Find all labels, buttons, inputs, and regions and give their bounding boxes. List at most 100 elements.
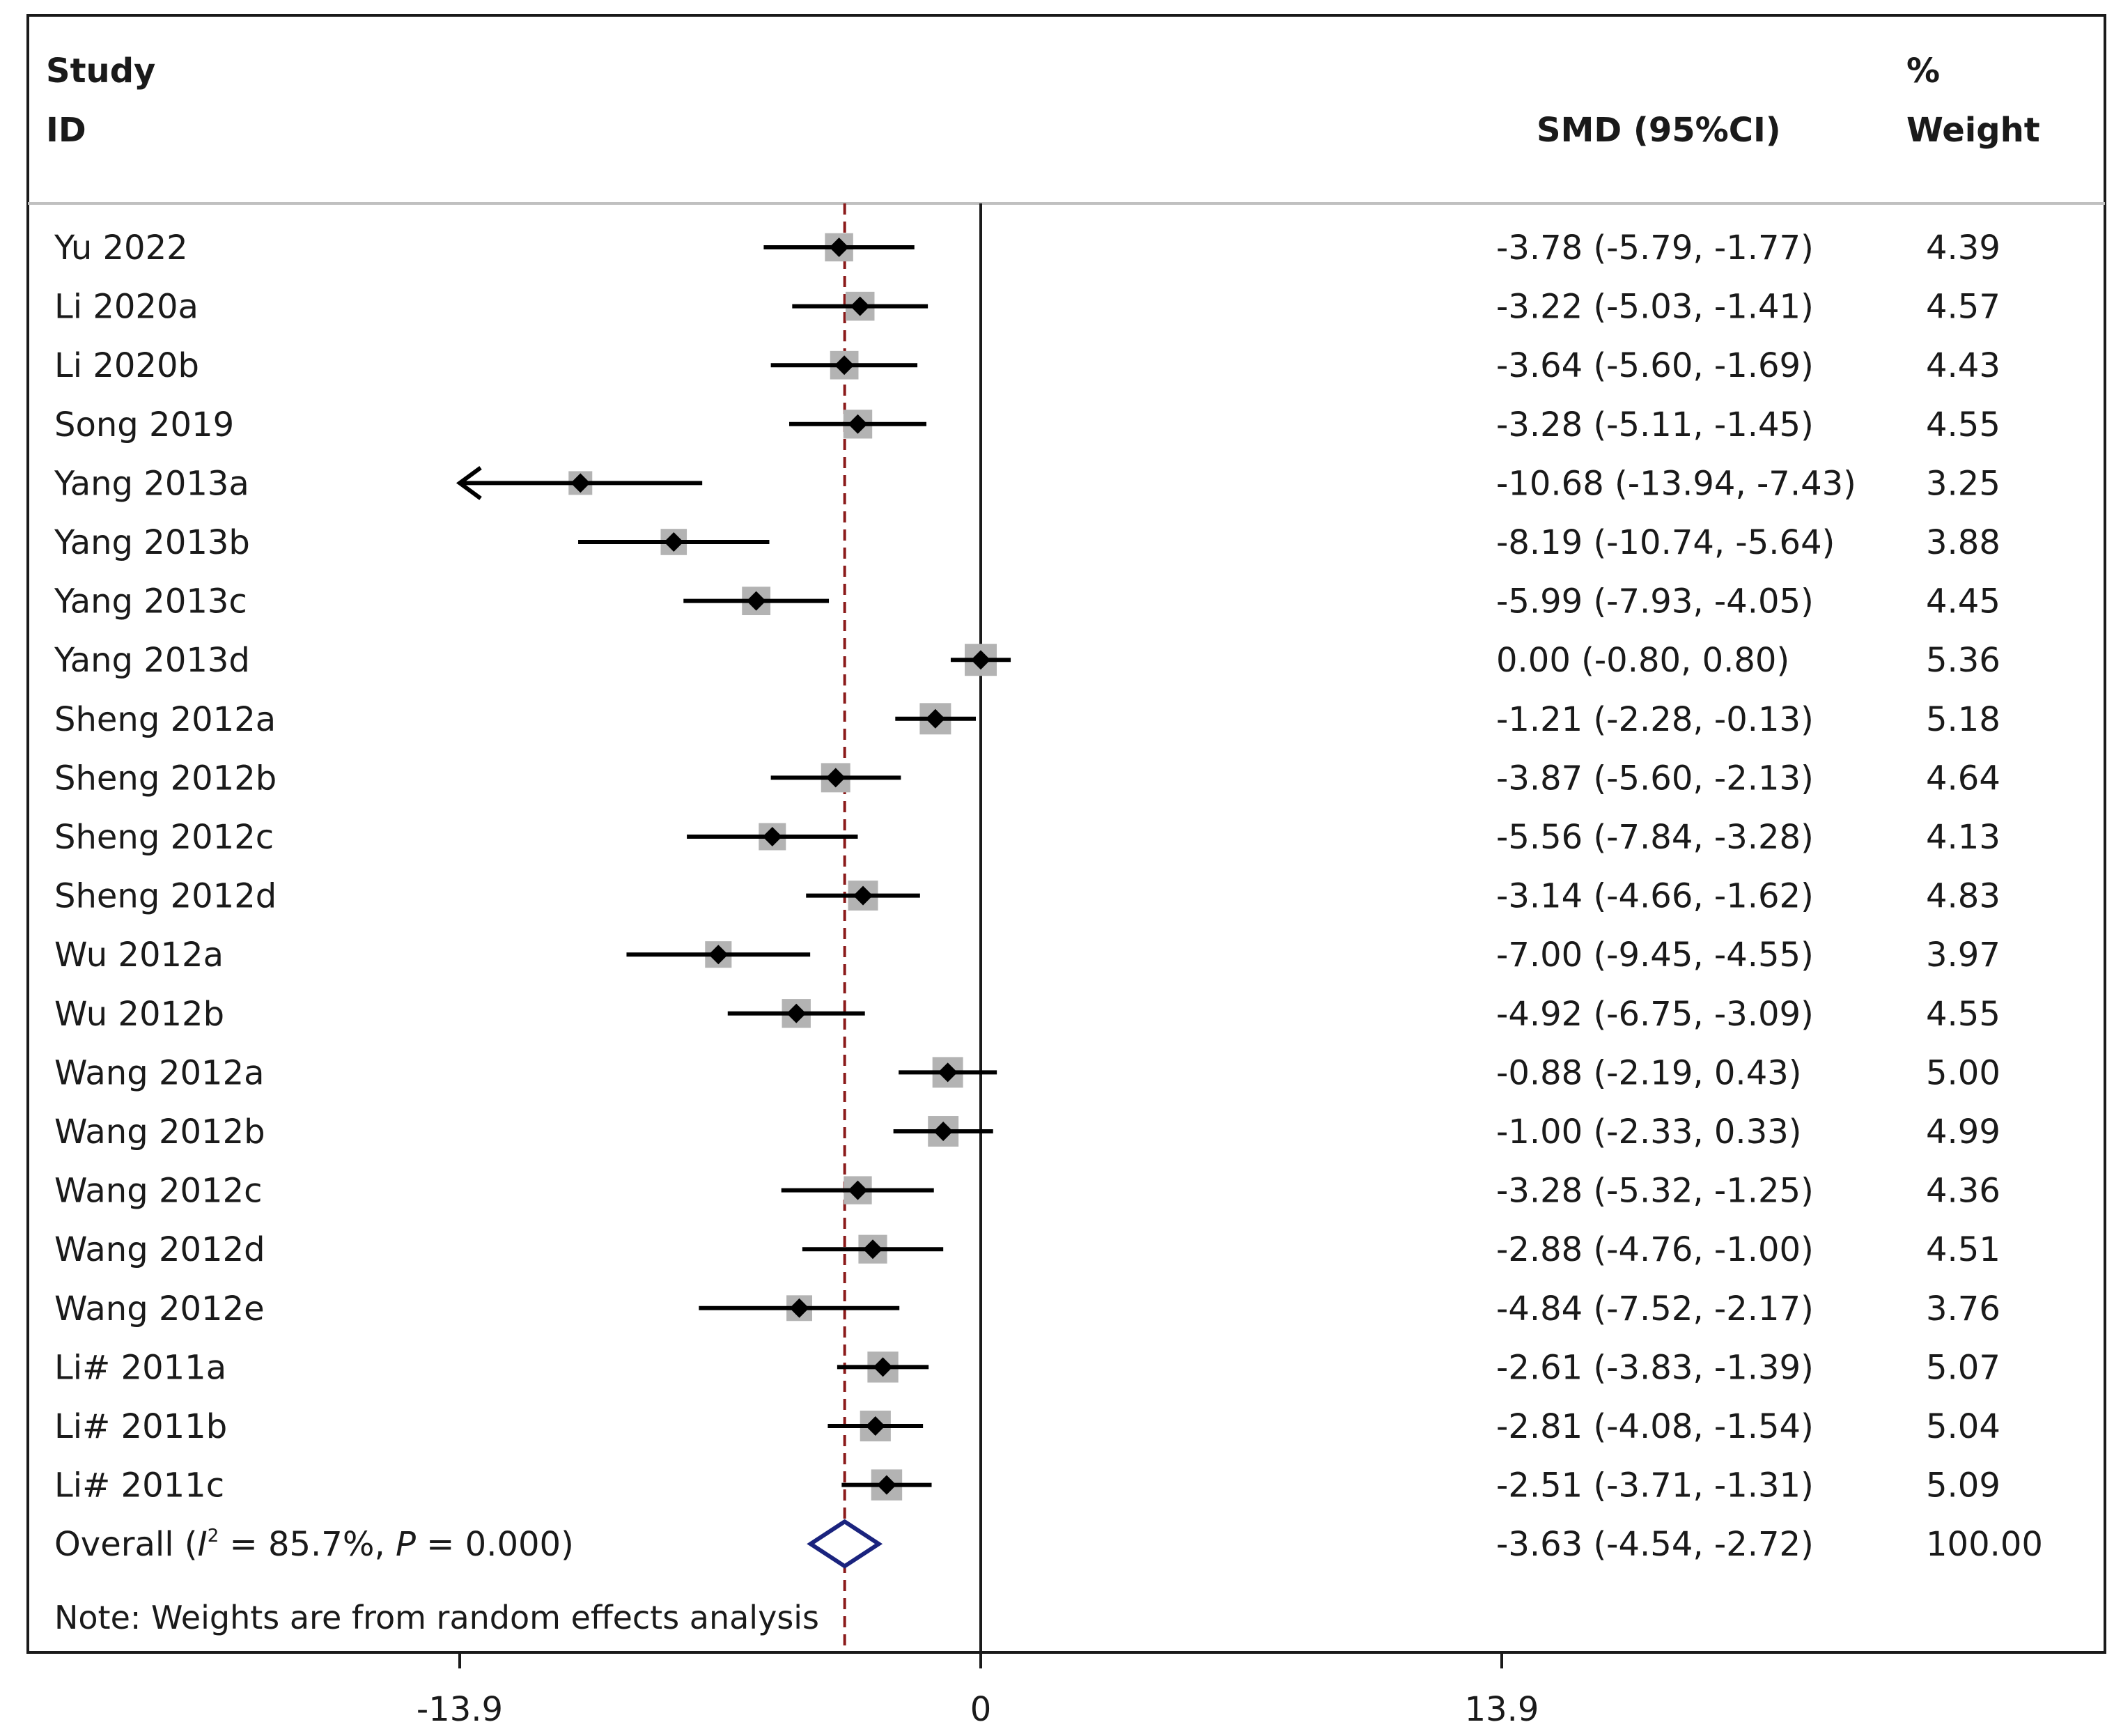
weight-value: 4.64 — [1926, 759, 2000, 798]
weight-value: 3.76 — [1926, 1289, 2000, 1328]
smd-ci-value: -3.64 (-5.60, -1.69) — [1496, 346, 1814, 385]
weight-value: 5.00 — [1926, 1053, 2000, 1092]
study-row: Song 2019 -3.28 (-5.11, -1.45) 4.55 — [54, 405, 2000, 444]
point-estimate — [863, 1239, 883, 1260]
overall-label: Overall (I2 = 85.7%, P = 0.000) — [54, 1525, 574, 1564]
study-row: Wu 2012b -4.92 (-6.75, -3.09) 4.55 — [54, 995, 2000, 1034]
weight-value: 4.57 — [1926, 288, 2000, 327]
study-label: Li# 2011a — [54, 1348, 226, 1387]
weight-value: 4.45 — [1926, 582, 2000, 621]
study-label: Yang 2013a — [54, 464, 249, 503]
overall-smd-ci-value: -3.63 (-4.54, -2.72) — [1496, 1525, 1814, 1564]
weight-value: 3.25 — [1926, 464, 2000, 503]
overall-label-p: P — [396, 1525, 416, 1564]
overall-label-i: I — [198, 1525, 208, 1564]
overall-diamond — [807, 1519, 883, 1569]
header-weight: Weight — [1906, 111, 2040, 150]
point-estimate — [933, 1122, 954, 1141]
x-axis: -13.9 0 13.9 — [417, 1652, 1539, 1729]
study-label: Yang 2013b — [54, 523, 250, 562]
overall-label-sup: 2 — [208, 1526, 219, 1547]
header-id: ID — [46, 111, 86, 150]
study-label: Sheng 2012c — [54, 818, 274, 857]
smd-ci-value: -7.00 (-9.45, -4.55) — [1496, 936, 1814, 975]
overall-label-mid: = 85.7%, — [219, 1525, 396, 1564]
weight-value: 4.39 — [1926, 228, 2000, 268]
study-row: Li 2020b -3.64 (-5.60, -1.69) 4.43 — [54, 346, 2000, 385]
study-label: Wang 2012a — [54, 1053, 265, 1092]
study-row: Wang 2012e -4.84 (-7.52, -2.17) 3.76 — [54, 1289, 2000, 1328]
smd-ci-value: -1.00 (-2.33, 0.33) — [1496, 1113, 1802, 1152]
point-estimate — [925, 708, 945, 729]
study-label: Wu 2012b — [54, 995, 224, 1034]
header-smd: SMD (95%CI) — [1537, 111, 1781, 150]
point-estimate — [708, 945, 729, 965]
point-estimate — [971, 650, 990, 670]
weight-value: 4.83 — [1926, 877, 2000, 916]
study-label: Wang 2012c — [54, 1172, 263, 1211]
smd-ci-value: -3.87 (-5.60, -2.13) — [1496, 759, 1814, 798]
point-estimate — [825, 768, 846, 788]
study-label: Li# 2011b — [54, 1407, 227, 1446]
smd-ci-value: -2.81 (-4.08, -1.54) — [1496, 1407, 1814, 1446]
weight-value: 4.36 — [1926, 1172, 2000, 1211]
study-row: Wu 2012a -7.00 (-9.45, -4.55) 3.97 — [54, 936, 2000, 975]
study-label: Yang 2013d — [54, 641, 250, 680]
smd-ci-value: -2.88 (-4.76, -1.00) — [1496, 1230, 1814, 1269]
weight-value: 4.43 — [1926, 346, 2000, 385]
smd-ci-value: -5.99 (-7.93, -4.05) — [1496, 582, 1814, 621]
study-row: Li 2020a -3.22 (-5.03, -1.41) 4.57 — [54, 288, 2000, 327]
point-estimate — [848, 414, 868, 434]
overall-row: Overall (I2 = 85.7%, P = 0.000) -3.63 (-4… — [54, 1519, 2043, 1569]
study-row: Sheng 2012b -3.87 (-5.60, -2.13) 4.64 — [54, 759, 2000, 798]
x-tick-label: 13.9 — [1465, 1690, 1539, 1729]
x-tick-label: 0 — [970, 1690, 992, 1729]
smd-ci-value: 0.00 (-0.80, 0.80) — [1496, 641, 1789, 680]
x-tick-label: -13.9 — [417, 1690, 503, 1729]
smd-ci-value: -3.28 (-5.32, -1.25) — [1496, 1172, 1814, 1211]
point-estimate — [876, 1475, 896, 1495]
study-label: Sheng 2012a — [54, 700, 276, 739]
weight-value: 4.13 — [1926, 818, 2000, 857]
study-label: Li 2020b — [54, 346, 199, 385]
study-row: Yang 2013a -10.68 (-13.94, -7.43) 3.25 — [54, 464, 2000, 503]
study-row: Sheng 2012c -5.56 (-7.84, -3.28) 4.13 — [54, 818, 2000, 857]
study-row: Sheng 2012d -3.14 (-4.66, -1.62) 4.83 — [54, 877, 2000, 916]
weight-value: 4.55 — [1926, 405, 2000, 444]
point-estimate — [834, 355, 855, 375]
weight-value: 4.55 — [1926, 995, 2000, 1034]
study-row: Wang 2012c -3.28 (-5.32, -1.25) 4.36 — [54, 1172, 2000, 1211]
study-label: Li# 2011c — [54, 1466, 224, 1505]
study-row: Yang 2013d 0.00 (-0.80, 0.80) 5.36 — [54, 641, 2000, 680]
weight-value: 4.51 — [1926, 1230, 2000, 1269]
smd-ci-value: -4.84 (-7.52, -2.17) — [1496, 1289, 1814, 1328]
study-label: Sheng 2012d — [54, 877, 277, 916]
point-estimate — [789, 1298, 809, 1318]
point-estimate — [664, 532, 684, 552]
smd-ci-value: -2.61 (-3.83, -1.39) — [1496, 1348, 1814, 1387]
weight-value: 4.99 — [1926, 1113, 2000, 1152]
study-label: Sheng 2012b — [54, 759, 277, 798]
point-estimate — [570, 473, 591, 493]
study-row: Yang 2013b -8.19 (-10.74, -5.64) 3.88 — [54, 523, 2000, 562]
study-row: Wang 2012a -0.88 (-2.19, 0.43) 5.00 — [54, 1053, 2000, 1092]
ci-arrow-left — [456, 465, 482, 500]
study-label: Yu 2022 — [54, 228, 188, 268]
smd-ci-value: -3.14 (-4.66, -1.62) — [1496, 877, 1814, 916]
point-estimate — [938, 1062, 958, 1083]
weight-value: 5.36 — [1926, 641, 2000, 680]
smd-ci-value: -4.92 (-6.75, -3.09) — [1496, 995, 1814, 1034]
study-row: Li# 2011c -2.51 (-3.71, -1.31) 5.09 — [54, 1466, 2000, 1505]
point-estimate — [873, 1357, 893, 1377]
plot-frame — [26, 14, 2106, 1654]
study-label: Wang 2012d — [54, 1230, 265, 1269]
smd-ci-value: -5.56 (-7.84, -3.28) — [1496, 818, 1814, 857]
weights-note: Note: Weights are from random effects an… — [54, 1599, 819, 1636]
study-label: Wang 2012e — [54, 1289, 265, 1328]
smd-ci-value: -3.78 (-5.79, -1.77) — [1496, 228, 1814, 268]
study-row: Wang 2012d -2.88 (-4.76, -1.00) 4.51 — [54, 1230, 2000, 1269]
point-estimate — [853, 885, 873, 906]
point-estimate — [786, 1003, 807, 1023]
smd-ci-value: -1.21 (-2.28, -0.13) — [1496, 700, 1814, 739]
study-label: Wang 2012b — [54, 1113, 265, 1152]
